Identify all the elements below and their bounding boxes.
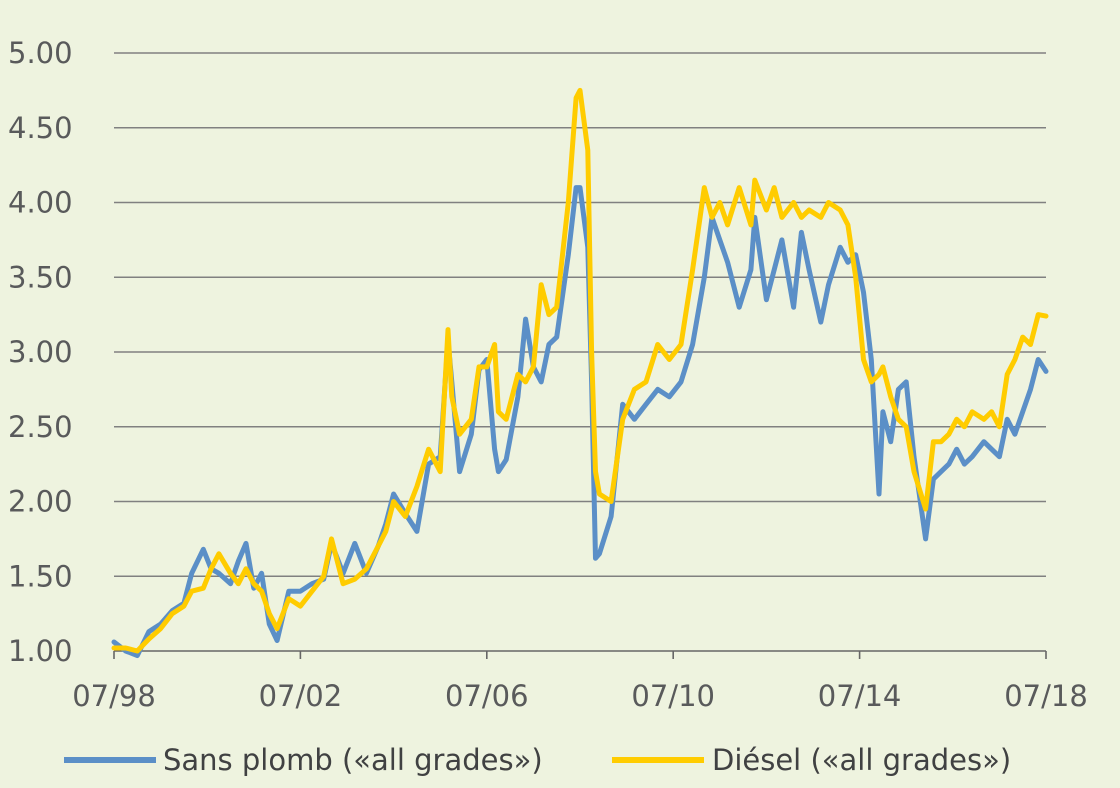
y-tick-label: 1.00: [8, 634, 73, 668]
y-tick-label: 4.00: [8, 186, 73, 220]
y-tick-label: 2.00: [8, 485, 73, 519]
legend: Sans plomb («all grades») Diésel («all gr…: [64, 743, 1011, 777]
x-tick-label: 07/06: [445, 679, 529, 713]
y-axis-tick-labels: 1.00 1.50 2.00 2.50 3.00 3.50 4.00 4.50 5.00: [8, 36, 73, 668]
legend-label-diesel: Diésel («all grades»): [712, 743, 1011, 777]
y-tick-label: 3.50: [8, 260, 73, 294]
x-axis: [113, 650, 1047, 659]
series-line-diesel: [111, 87, 1049, 654]
gridlines: [114, 52, 1046, 578]
x-tick-label: 07/14: [818, 679, 902, 713]
x-tick-label: 07/10: [631, 679, 715, 713]
x-axis-tick-labels: 07/98 07/02 07/06 07/10 07/14 07/18: [72, 679, 1088, 713]
x-tick-label: 07/98: [72, 679, 156, 713]
y-tick-label: 4.50: [8, 111, 73, 145]
y-tick-label: 1.50: [8, 559, 73, 593]
x-tick-label: 07/18: [1004, 679, 1088, 713]
y-tick-label: 2.50: [8, 410, 73, 444]
series-lines: [111, 87, 1049, 658]
y-tick-label: 5.00: [8, 36, 73, 70]
x-tick-label: 07/02: [259, 679, 343, 713]
legend-label-sans_plomb: Sans plomb («all grades»): [163, 743, 543, 777]
y-tick-label: 3.00: [8, 335, 73, 369]
